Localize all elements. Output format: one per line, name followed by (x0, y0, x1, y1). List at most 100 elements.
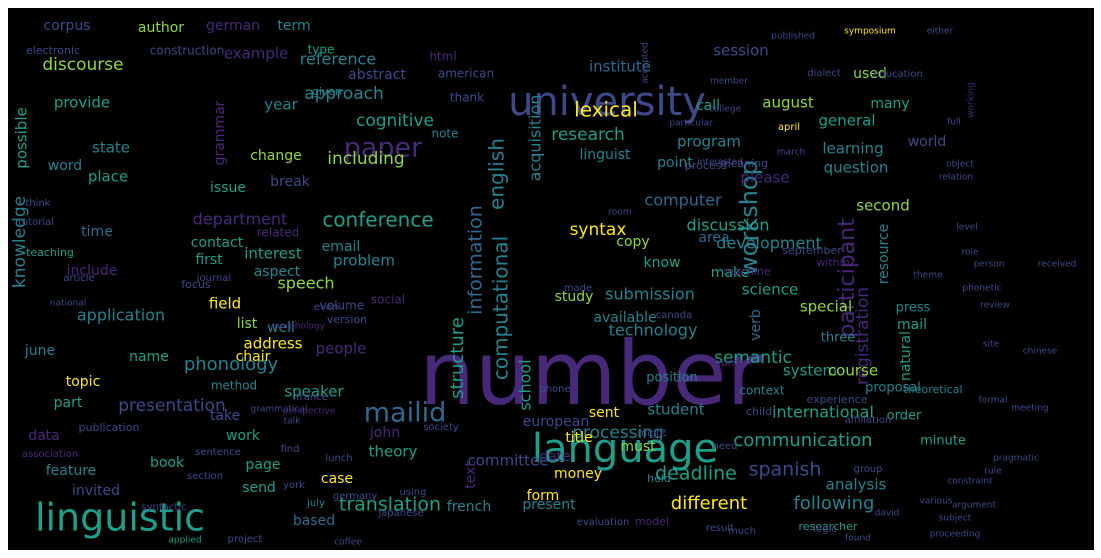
word-second: second (856, 197, 910, 215)
word-think: think (25, 198, 50, 209)
word-email: email (322, 239, 361, 255)
word-form: form (527, 488, 560, 504)
word-society: society (423, 422, 459, 433)
word-interest: interest (244, 245, 302, 263)
word-model: model (635, 515, 669, 528)
word-knowledge: knowledge (10, 196, 30, 288)
word-program: program (677, 133, 741, 151)
word-found: found (845, 534, 871, 544)
word-aspect: aspect (254, 264, 301, 280)
word-french: french (447, 499, 491, 515)
word-given: given (312, 85, 342, 98)
word-interested: interested (697, 158, 743, 168)
word-sent: sent (589, 405, 620, 421)
word-relation: relation (939, 173, 973, 183)
word-include: include (67, 263, 118, 279)
word-three: three (821, 331, 855, 346)
word-present: present (522, 497, 576, 513)
word-dialect: dialect (807, 68, 841, 79)
word-translation: translation (339, 494, 441, 516)
word-please: please (740, 169, 789, 187)
word-application: application (77, 306, 165, 325)
word-money: money (554, 466, 602, 482)
word-natural: natural (898, 331, 914, 381)
word-word: word (48, 158, 82, 174)
word-david: david (875, 509, 900, 519)
word-place: place (88, 168, 128, 186)
word-term: term (277, 18, 310, 34)
word-national: national (50, 299, 86, 309)
word-social: social (371, 293, 405, 307)
word-contact: contact (191, 235, 244, 251)
word-child: child (746, 405, 772, 418)
word-research: research (551, 125, 625, 145)
word-mailid: mailid (364, 398, 447, 429)
word-call: call (696, 98, 720, 114)
word-resource: resource (876, 224, 892, 285)
word-france: france (296, 392, 328, 403)
word-various: various (920, 497, 953, 507)
word-human: human (714, 356, 752, 369)
word-question: question (824, 159, 889, 177)
word-general: general (818, 112, 875, 130)
word-study: study (555, 289, 594, 305)
word-must: must (620, 439, 656, 455)
word-thank: thank (450, 91, 484, 105)
word-publication: publication (79, 421, 140, 434)
word-communication: communication (733, 430, 872, 451)
word-coffee: coffee (334, 538, 362, 548)
word-within: within (816, 256, 849, 269)
word-approach: approach (304, 84, 384, 104)
word-feature: feature (46, 463, 97, 479)
word-computer: computer (644, 191, 722, 210)
word-semantic: semantic (714, 348, 792, 368)
word-german: german (206, 18, 260, 34)
word-related: related (257, 226, 299, 240)
word-speaker: speaker (284, 383, 344, 401)
word-paper: paper (344, 133, 423, 164)
word-title: title (565, 430, 592, 446)
word-applied: applied (168, 536, 201, 546)
word-grammar: grammar (212, 100, 228, 165)
word-march: march (777, 148, 805, 158)
word-acquisition: acquisition (526, 95, 545, 182)
word-session: session (713, 42, 769, 60)
word-information: information (465, 205, 487, 315)
word-machine: machine (723, 265, 771, 278)
word-different: different (671, 493, 747, 514)
word-reference: reference (300, 50, 376, 69)
word-argument: argument (952, 501, 996, 511)
word-constraint: constraint (947, 477, 993, 487)
word-well: well (267, 320, 295, 336)
word-world: world (908, 134, 947, 150)
word-student: student (647, 401, 704, 419)
word-tutorial: tutorial (18, 217, 54, 228)
word-used: used (853, 66, 887, 82)
word-list: list (237, 316, 258, 332)
word-school: school (516, 359, 535, 410)
word-july: july (306, 498, 325, 509)
word-person: person (974, 260, 1005, 270)
word-syntactic: syntactic (141, 502, 186, 513)
word-section: section (187, 471, 223, 482)
word-project: project (228, 534, 263, 545)
word-point: point (657, 155, 693, 171)
word-either: either (927, 27, 954, 37)
word-published: published (771, 32, 815, 42)
word-september: september (782, 244, 842, 257)
word-meeting: meeting (1011, 404, 1048, 414)
word-possible: possible (13, 107, 31, 168)
word-version: version (327, 313, 367, 326)
word-proceeding: proceeding (930, 530, 980, 540)
word-method: method (211, 379, 257, 393)
word-take: take (210, 408, 240, 424)
word-issue: issue (210, 180, 246, 196)
word-european: european (523, 414, 589, 430)
word-process: process (685, 159, 728, 172)
word-role: role (961, 248, 979, 258)
word-institute: institute (589, 58, 651, 76)
word-sentence: sentence (195, 447, 241, 458)
word-electronic: electronic (26, 44, 80, 57)
word-name: name (129, 349, 169, 365)
